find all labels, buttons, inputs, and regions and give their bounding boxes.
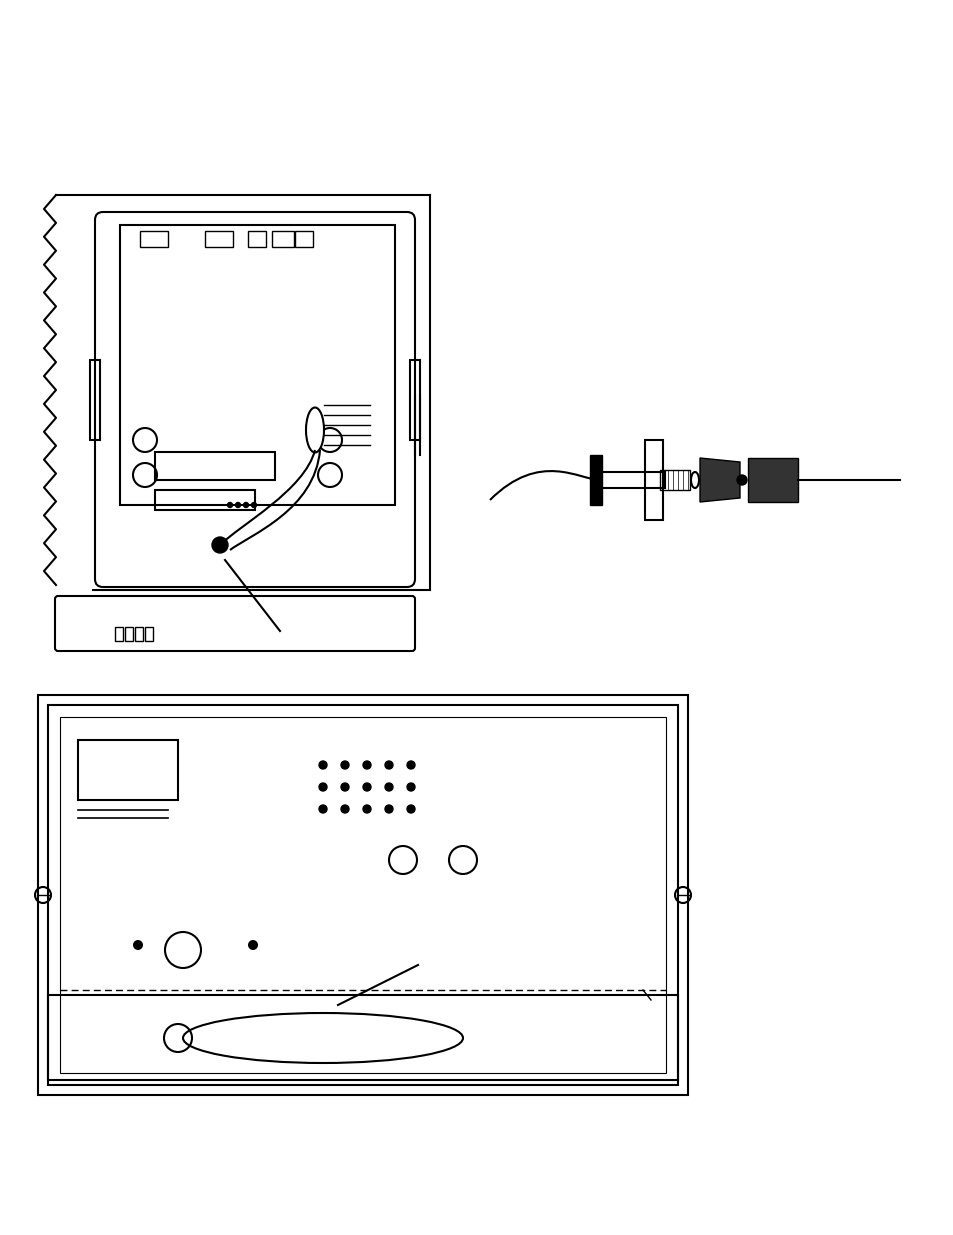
Circle shape [252,503,256,508]
Bar [135,627,143,641]
Bar [48,705,678,1086]
Bar [145,627,152,641]
Bar [294,231,313,247]
Circle shape [385,805,393,813]
Polygon shape [700,458,740,501]
Bar [154,490,254,510]
Circle shape [385,761,393,769]
Bar [589,454,601,505]
Circle shape [385,783,393,790]
Bar [90,359,100,440]
Bar [644,440,662,520]
Circle shape [243,503,248,508]
Circle shape [363,761,371,769]
Circle shape [248,940,257,950]
Circle shape [318,783,327,790]
Bar [747,458,797,501]
Ellipse shape [690,472,699,488]
Circle shape [227,503,233,508]
Circle shape [407,805,415,813]
Circle shape [318,761,327,769]
Circle shape [340,761,349,769]
Circle shape [737,475,746,485]
Circle shape [318,805,327,813]
Circle shape [340,783,349,790]
Bar [410,359,419,440]
Circle shape [340,805,349,813]
FancyBboxPatch shape [95,212,415,587]
Bar [248,231,266,247]
Bar [140,231,168,247]
Circle shape [407,783,415,790]
Bar [115,627,123,641]
Bar [78,740,178,800]
Circle shape [235,503,240,508]
Bar [272,231,294,247]
Bar [125,627,132,641]
Bar [48,995,678,1079]
Circle shape [212,537,228,553]
Circle shape [363,805,371,813]
Bar [154,452,274,480]
Circle shape [132,940,143,950]
Bar [120,225,395,505]
Bar [205,231,233,247]
Bar [599,472,664,488]
Circle shape [407,761,415,769]
Circle shape [363,783,371,790]
Bar [38,695,687,1095]
Bar [60,718,665,1073]
Ellipse shape [306,408,324,452]
Bar [659,471,689,490]
